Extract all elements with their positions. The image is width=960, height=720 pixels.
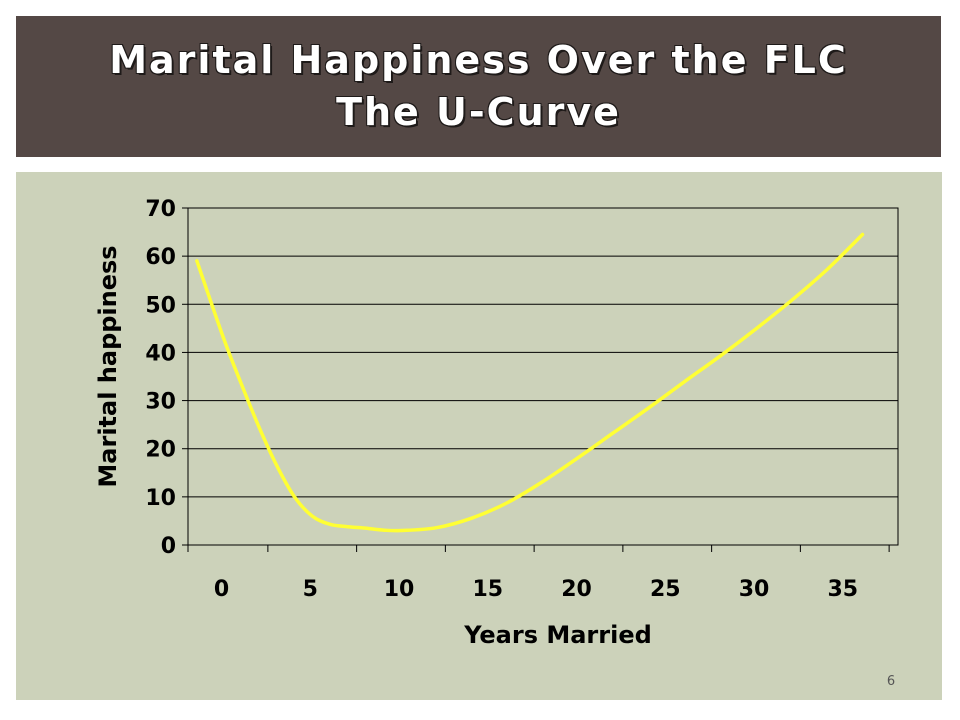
title-bar: Marital Happiness Over the FLC The U-Cur… <box>16 16 941 157</box>
axes <box>182 207 890 552</box>
x-axis-label: Years Married <box>463 621 652 649</box>
x-tick-label: 35 <box>827 577 858 602</box>
y-tick-label: 10 <box>145 486 176 511</box>
tick-labels: 0 10 20 30 40 50 60 70 0 5 10 15 20 25 30 35 <box>145 197 858 602</box>
slide-title: Marital Happiness Over the FLC <box>109 38 848 82</box>
y-tick-label: 40 <box>145 341 176 366</box>
x-tick-label: 5 <box>303 577 318 602</box>
x-tick-label: 0 <box>214 577 229 602</box>
x-tick-label: 20 <box>561 577 592 602</box>
series-line-0 <box>195 232 865 533</box>
y-tick-label: 20 <box>145 438 176 463</box>
x-tick-label: 30 <box>739 577 770 602</box>
slide-subtitle: The U-Curve <box>336 90 621 134</box>
line-chart: 0 10 20 30 40 50 60 70 0 5 10 15 20 25 30 35 Years Marr… <box>94 197 899 649</box>
gridlines <box>188 207 898 546</box>
y-tick-label: 0 <box>161 534 176 559</box>
slide-number: 6 <box>886 674 896 689</box>
y-axis-label: Marital happiness <box>94 245 122 487</box>
series <box>195 232 865 533</box>
plot-area <box>187 207 899 546</box>
x-tick-label: 10 <box>384 577 415 602</box>
y-tick-label: 60 <box>145 245 176 270</box>
y-tick-label: 30 <box>145 390 176 415</box>
y-tick-label: 50 <box>145 293 176 318</box>
x-tick-label: 25 <box>650 577 681 602</box>
y-tick-label: 70 <box>145 197 176 222</box>
x-tick-label: 15 <box>472 577 503 602</box>
chart-panel: 0 10 20 30 40 50 60 70 0 5 10 15 20 25 30 35 Years Marr… <box>16 172 942 700</box>
